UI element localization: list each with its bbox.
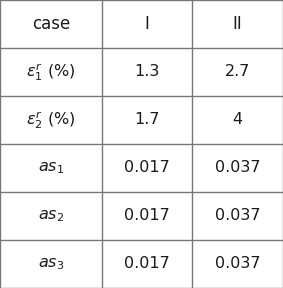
Text: $as_2$: $as_2$ [38,208,64,224]
Text: 0.037: 0.037 [215,160,260,175]
Text: $as_3$: $as_3$ [38,256,64,272]
Text: I: I [145,15,150,33]
Text: 1.7: 1.7 [134,113,160,128]
Text: $\epsilon_2^r$ (%): $\epsilon_2^r$ (%) [26,109,76,131]
Text: case: case [32,15,70,33]
Text: $\epsilon_1^r$ (%): $\epsilon_1^r$ (%) [26,61,76,83]
Text: II: II [233,15,243,33]
Text: 4: 4 [233,113,243,128]
Text: 0.017: 0.017 [124,209,170,223]
Text: 0.017: 0.017 [124,160,170,175]
Text: $as_1$: $as_1$ [38,160,64,176]
Text: 2.7: 2.7 [225,65,250,79]
Text: 1.3: 1.3 [134,65,160,79]
Text: 0.017: 0.017 [124,257,170,272]
Text: 0.037: 0.037 [215,209,260,223]
Text: 0.037: 0.037 [215,257,260,272]
